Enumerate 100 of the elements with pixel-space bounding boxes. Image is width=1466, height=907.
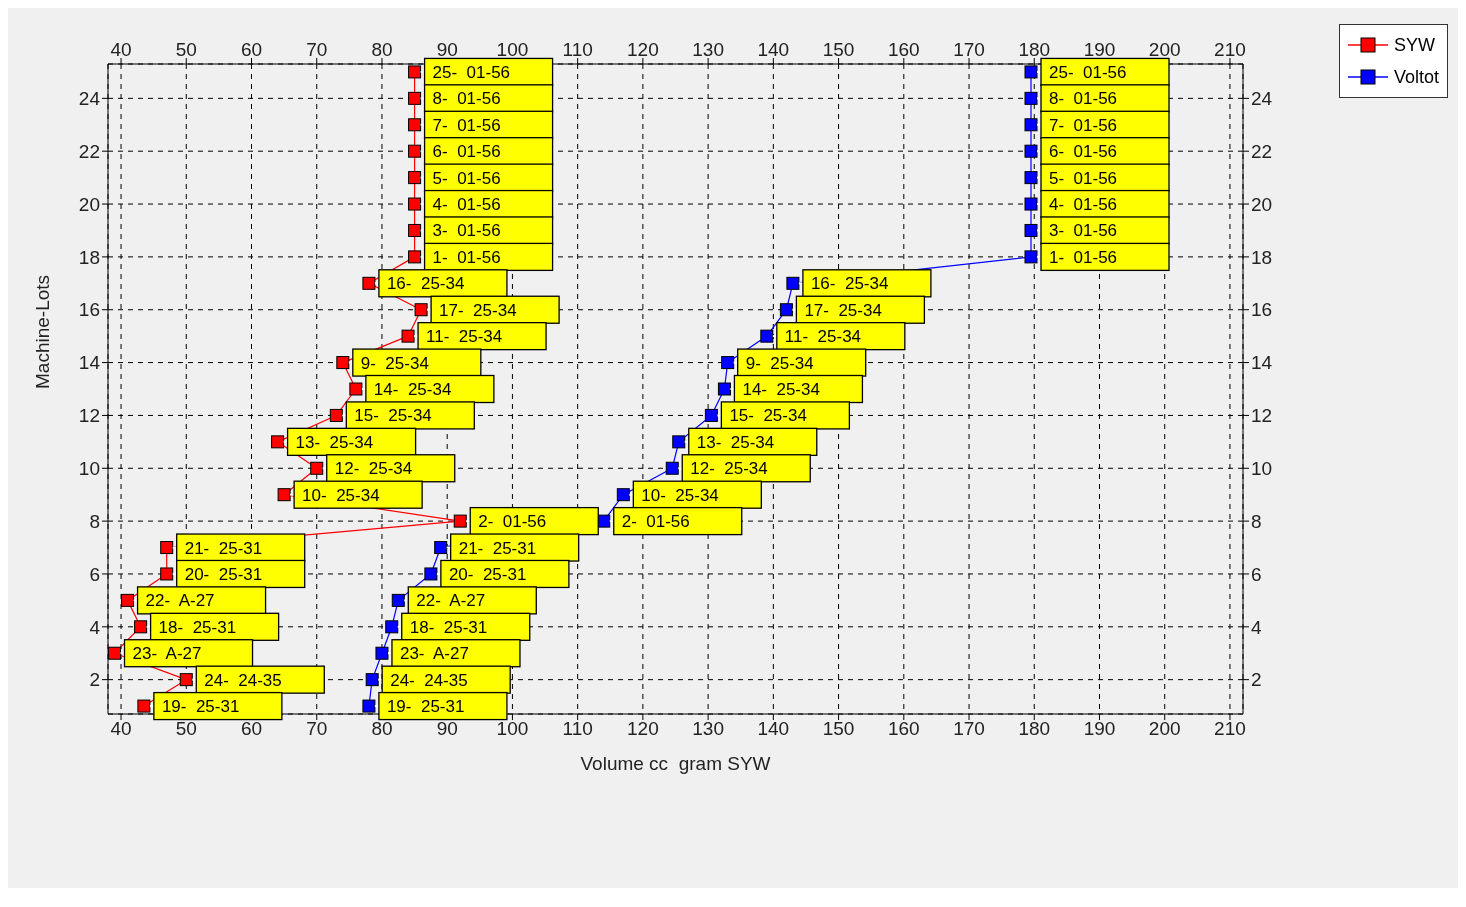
y-tick-label: 24 — [78, 88, 101, 110]
y-tick-label: 6 — [89, 563, 100, 585]
annotation: 13- 25-34 — [295, 432, 374, 452]
legend-label: SYW — [1393, 34, 1435, 56]
y-tick-label: 18 — [78, 246, 100, 268]
point — [704, 408, 718, 422]
x2-tick-label: 190 — [1083, 718, 1116, 740]
point — [1024, 250, 1038, 264]
annotation: 3- 01-56 — [1049, 221, 1118, 241]
point — [760, 329, 774, 343]
annotation: 5- 01-56 — [432, 168, 501, 188]
point — [786, 276, 800, 290]
point — [336, 356, 350, 370]
annotation: 19- 25-31 — [161, 697, 240, 717]
point — [414, 303, 428, 317]
annotation: 24- 24-35 — [390, 670, 468, 690]
x2-tick-label: 170 — [953, 718, 985, 740]
x-tick-label: 130 — [692, 39, 724, 60]
annotation: 24- 24-35 — [204, 670, 282, 690]
annotation: 6- 01-56 — [432, 142, 501, 162]
annotation: 18- 25-31 — [409, 617, 488, 637]
y-tick-label: 14 — [78, 352, 101, 374]
point — [408, 144, 422, 158]
annotation: 6- 01-56 — [1049, 142, 1118, 162]
x-tick-label: 180 — [1018, 39, 1051, 60]
annotation: 12- 25-34 — [690, 459, 768, 479]
point — [401, 329, 415, 343]
x-tick-label: 100 — [496, 39, 529, 60]
y-tick-label: 4 — [89, 616, 101, 638]
x-tick-label: 210 — [1214, 39, 1246, 60]
annotation: 9- 25-34 — [360, 353, 429, 373]
y-tick-label: 16 — [78, 299, 100, 321]
annotation: 4- 01-56 — [1049, 195, 1118, 215]
x-tick-label: 150 — [822, 39, 855, 60]
annotation: 22- A-27 — [145, 591, 215, 611]
annotation: 1- 01-56 — [432, 247, 501, 267]
point — [385, 620, 399, 634]
annotation: 20- 25-31 — [184, 564, 263, 584]
y-axis-title: Machine-Lots — [31, 274, 53, 389]
x2-tick-label: 110 — [562, 718, 593, 740]
annotation: 10- 25-34 — [302, 485, 380, 505]
annotation: 17- 25-34 — [439, 300, 517, 320]
point — [1024, 171, 1038, 185]
y2-tick-label: 14 — [1251, 352, 1273, 374]
y2-tick-label: 22 — [1251, 140, 1273, 162]
point — [277, 488, 291, 502]
x-tick-label: 110 — [562, 39, 593, 60]
annotation: 5- 01-56 — [1049, 168, 1118, 188]
x-tick-label: 160 — [887, 39, 920, 60]
annotation: 17- 25-34 — [804, 300, 882, 320]
annotation: 16- 25-34 — [386, 274, 465, 294]
point — [1024, 91, 1038, 105]
point — [408, 223, 422, 237]
y2-tick-label: 8 — [1251, 510, 1262, 532]
annotation: 19- 25-31 — [386, 697, 465, 717]
x2-tick-label: 160 — [887, 718, 920, 740]
x-tick-label: 60 — [240, 39, 263, 60]
x-tick-label: 80 — [371, 39, 393, 60]
annotation: 14- 25-34 — [373, 380, 452, 399]
annotation: 11- 25-34 — [784, 327, 862, 347]
x2-tick-label: 50 — [175, 718, 197, 740]
y2-tick-label: 6 — [1251, 563, 1262, 585]
point — [1024, 197, 1038, 211]
x2-tick-label: 60 — [240, 718, 263, 740]
x-tick-label: 40 — [110, 39, 132, 60]
y2-tick-label: 2 — [1251, 669, 1262, 691]
x-tick-label: 90 — [436, 39, 458, 60]
point — [408, 118, 422, 132]
point — [424, 567, 438, 581]
point — [1024, 65, 1038, 79]
y2-tick-label: 18 — [1251, 246, 1273, 268]
x2-tick-label: 210 — [1214, 718, 1246, 740]
y2-tick-label: 10 — [1251, 458, 1273, 480]
annotation: 8- 01-56 — [1049, 89, 1118, 109]
y2-tick-label: 4 — [1251, 616, 1262, 638]
y-tick-label: 12 — [78, 405, 100, 427]
annotation: 23- A-27 — [399, 644, 469, 664]
point — [453, 514, 467, 528]
x-axis-title: Volume cc gram SYW — [580, 753, 771, 774]
point — [108, 646, 122, 660]
point — [121, 593, 135, 607]
point — [329, 408, 343, 422]
point — [597, 514, 611, 528]
annotation: 1- 01-56 — [1049, 247, 1118, 267]
annotation: 14- 25-34 — [742, 380, 820, 399]
x2-tick-label: 90 — [436, 718, 458, 740]
x2-tick-label: 130 — [692, 718, 724, 740]
annotation: 15- 25-34 — [729, 406, 807, 426]
y2-tick-label: 24 — [1251, 88, 1273, 110]
point — [408, 250, 422, 264]
x-tick-label: 140 — [757, 39, 790, 60]
x2-tick-label: 150 — [822, 718, 855, 740]
point — [717, 382, 731, 396]
annotation: 20- 25-31 — [448, 564, 527, 584]
point — [408, 171, 422, 185]
annotation: 8- 01-56 — [432, 89, 501, 109]
point — [375, 646, 389, 660]
point — [672, 435, 686, 449]
point — [271, 435, 285, 449]
y2-tick-label: 20 — [1251, 193, 1273, 215]
